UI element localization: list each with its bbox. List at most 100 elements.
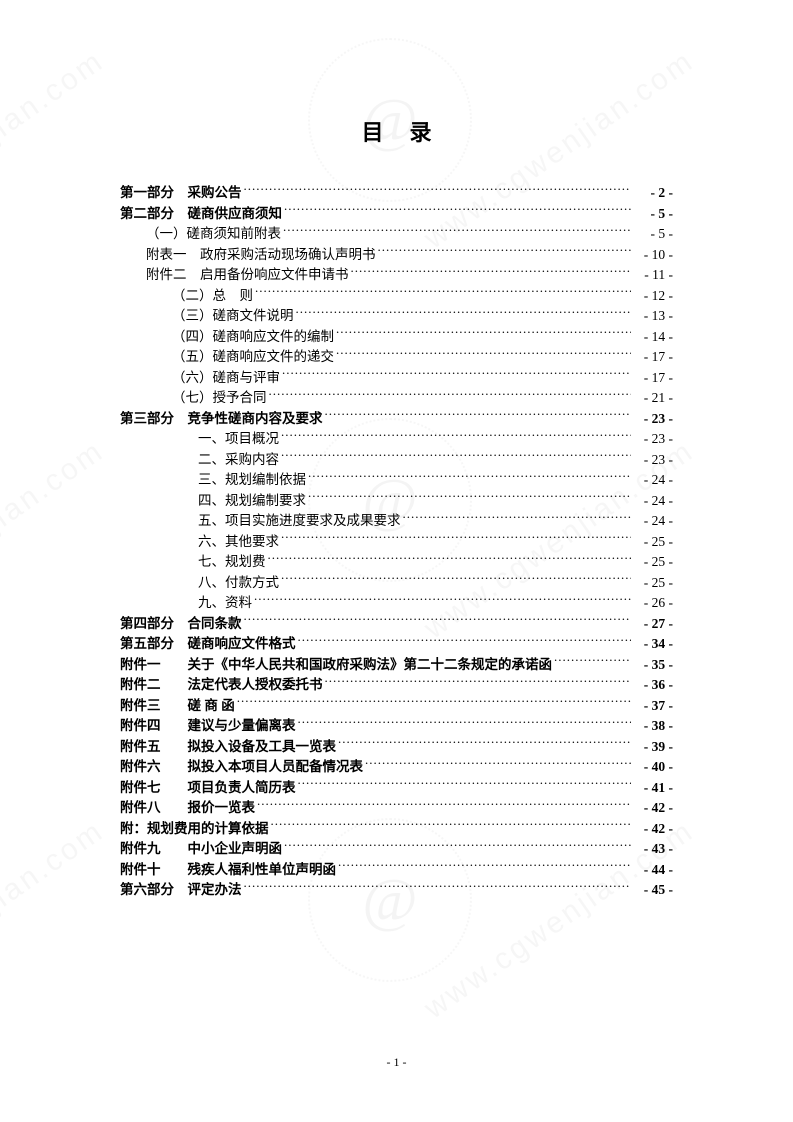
toc-leader <box>308 491 631 505</box>
toc-label: （三）磋商文件说明 <box>120 306 294 327</box>
toc-page-number: - 26 - <box>633 593 673 614</box>
toc-page-number: - 17 - <box>633 347 673 368</box>
toc-leader <box>255 286 631 300</box>
toc-row: 第六部分 评定办法- 45 - <box>120 880 673 901</box>
toc-leader <box>281 430 631 444</box>
toc-label: 九、资料 <box>120 593 252 614</box>
toc-leader <box>237 696 631 710</box>
toc-row: 附件五 拟投入设备及工具一览表- 39 - <box>120 737 673 758</box>
toc-row: 附件四 建议与少量偏离表 - 38 - <box>120 716 673 737</box>
toc-row: （六）磋商与评审- 17 - <box>120 368 673 389</box>
toc-label: 第二部分 磋商供应商须知 <box>120 204 282 225</box>
toc-leader <box>283 225 631 239</box>
page: @@@www.cgwenjian.comwww.cgwenjian.comwww… <box>0 0 793 1122</box>
toc-leader <box>284 840 631 854</box>
toc-row: （三）磋商文件说明 - 13 - <box>120 306 673 327</box>
toc-leader <box>325 409 632 423</box>
toc-leader <box>403 512 632 526</box>
toc-page-number: - 10 - <box>633 245 673 266</box>
toc-leader <box>554 655 631 669</box>
toc-leader <box>244 184 632 198</box>
toc-leader <box>244 881 632 895</box>
toc-row: 七、规划费- 25 - <box>120 552 673 573</box>
toc-leader <box>257 799 631 813</box>
toc-page-number: - 44 - <box>633 860 673 881</box>
toc-row: （四）磋商响应文件的编制- 14 - <box>120 327 673 348</box>
toc-leader <box>296 307 632 321</box>
toc-leader <box>271 819 632 833</box>
toc-page-number: - 34 - <box>633 634 673 655</box>
toc-label: （一）磋商须知前附表 <box>120 224 281 245</box>
toc-leader <box>254 594 631 608</box>
toc-label: 附件十 残疾人福利性单位声明函 <box>120 860 336 881</box>
toc-page-number: - 2 - <box>633 183 673 204</box>
toc-row: 附件十 残疾人福利性单位声明函 - 44 - <box>120 860 673 881</box>
toc-row: 一、项目概况 - 23 - <box>120 429 673 450</box>
toc-row: （一）磋商须知前附表 - 5 - <box>120 224 673 245</box>
toc-page-number: - 23 - <box>633 450 673 471</box>
toc-row: （二）总 则 - 12 - <box>120 286 673 307</box>
toc-label: 附件九 中小企业声明函 <box>120 839 282 860</box>
toc-page-number: - 45 - <box>633 880 673 901</box>
toc-leader <box>281 450 631 464</box>
toc-page-number: - 40 - <box>633 757 673 778</box>
toc-leader <box>298 635 632 649</box>
toc-label: 七、规划费 <box>120 552 266 573</box>
toc-leader <box>351 266 632 280</box>
toc-page-number: - 12 - <box>633 286 673 307</box>
toc-row: 九、资料 - 26 - <box>120 593 673 614</box>
toc-label: 第三部分 竞争性磋商内容及要求 <box>120 409 323 430</box>
toc-row: 第二部分 磋商供应商须知- 5 - <box>120 204 673 225</box>
toc-row: 三、规划编制依据- 24 - <box>120 470 673 491</box>
toc-leader <box>244 614 632 628</box>
toc-leader <box>378 245 632 259</box>
toc-row: 五、项目实施进度要求及成果要求- 24 - <box>120 511 673 532</box>
toc-label: 附件二 启用备份响应文件申请书 <box>120 265 349 286</box>
toc-leader <box>281 573 631 587</box>
toc-leader <box>338 737 631 751</box>
toc-page-number: - 41 - <box>633 778 673 799</box>
toc-page-number: - 11 - <box>633 265 673 286</box>
toc-page-number: - 38 - <box>633 716 673 737</box>
toc-page-number: - 24 - <box>633 491 673 512</box>
toc-page-number: - 42 - <box>633 819 673 840</box>
toc-row: （五）磋商响应文件的递交- 17 - <box>120 347 673 368</box>
toc-page-number: - 24 - <box>633 511 673 532</box>
toc-leader <box>308 471 631 485</box>
toc-label: 第四部分 合同条款 <box>120 614 242 635</box>
toc-page-number: - 5 - <box>633 224 673 245</box>
toc-leader <box>338 860 631 874</box>
toc-page-number: - 37 - <box>633 696 673 717</box>
toc-row: 附：规划费用的计算依据- 42 - <box>120 819 673 840</box>
toc-row: 附件九 中小企业声明函- 43 - <box>120 839 673 860</box>
toc-label: 附件七 项目负责人简历表 <box>120 778 296 799</box>
toc-row: （七）授予合同- 21 - <box>120 388 673 409</box>
toc-page-number: - 14 - <box>633 327 673 348</box>
toc-leader <box>282 368 631 382</box>
toc-label: 附件四 建议与少量偏离表 <box>120 716 296 737</box>
toc-label: 六、其他要求 <box>120 532 279 553</box>
toc-page-number: - 23 - <box>633 409 673 430</box>
toc-label: 附表一 政府采购活动现场确认声明书 <box>120 245 376 266</box>
toc-row: 八、付款方式- 25 - <box>120 573 673 594</box>
toc-page-number: - 42 - <box>633 798 673 819</box>
toc-label: （二）总 则 <box>120 286 253 307</box>
toc-label: 附件三 磋 商 函 <box>120 696 235 717</box>
toc-leader <box>298 717 632 731</box>
toc-label: 附件一 关于《中华人民共和国政府采购法》第二十二条规定的承诺函 <box>120 655 552 676</box>
toc-label: 四、规划编制要求 <box>120 491 306 512</box>
toc-label: 一、项目概况 <box>120 429 279 450</box>
toc-label: 二、采购内容 <box>120 450 279 471</box>
toc-row: 二、采购内容 - 23 - <box>120 450 673 471</box>
toc-row: 四、规划编制要求 - 24 - <box>120 491 673 512</box>
toc-row: 附件二 启用备份响应文件申请书 - 11 - <box>120 265 673 286</box>
toc-page-number: - 24 - <box>633 470 673 491</box>
toc-label: （七）授予合同 <box>120 388 267 409</box>
toc-label: 附件八 报价一览表 <box>120 798 255 819</box>
toc-label: 附件六 拟投入本项目人员配备情况表 <box>120 757 363 778</box>
page-number-footer: - 1 - <box>0 1055 793 1070</box>
toc-page-number: - 13 - <box>633 306 673 327</box>
toc-page-number: - 35 - <box>633 655 673 676</box>
toc-row: 附件一 关于《中华人民共和国政府采购法》第二十二条规定的承诺函 - 35 - <box>120 655 673 676</box>
toc-page-number: - 23 - <box>633 429 673 450</box>
